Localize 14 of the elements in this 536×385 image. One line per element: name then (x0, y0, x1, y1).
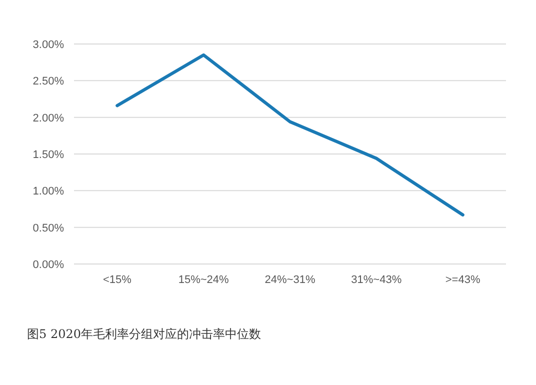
y-tick-label: 1.50% (32, 149, 64, 161)
y-tick-label: 1.00% (32, 186, 64, 198)
x-tick-label: 15%~24% (178, 274, 230, 286)
y-tick-label: 2.50% (32, 76, 64, 88)
y-tick-label: 2.00% (32, 112, 64, 124)
x-tick-label: 24%~31% (264, 274, 316, 286)
x-tick-label: 31%~43% (351, 274, 402, 286)
y-tick-label: 0.50% (32, 222, 64, 234)
y-tick-label: 3.00% (32, 39, 64, 51)
text: 图5 2020年毛利率分组对应的冲击率中位数 (27, 327, 261, 341)
x-tick-label: <15% (102, 274, 132, 286)
x-tick-label: >=43% (445, 274, 480, 286)
line-series (116, 53, 464, 216)
y-tick-label: 0.00% (32, 259, 64, 271)
